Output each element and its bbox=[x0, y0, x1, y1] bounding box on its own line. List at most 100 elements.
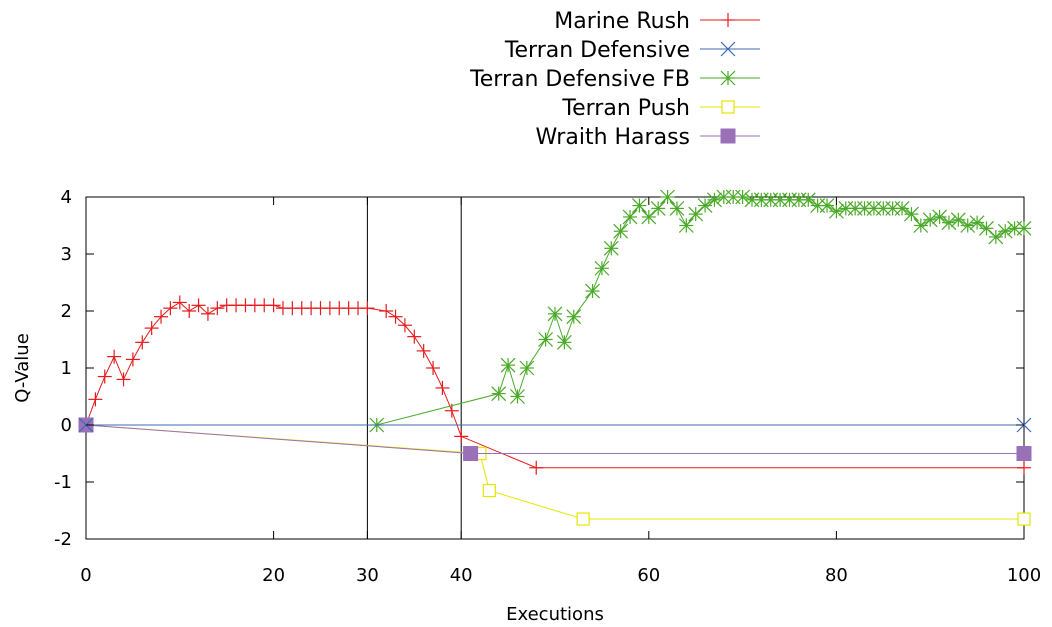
legend-marker-marine-rush bbox=[721, 13, 735, 27]
point-terran-defensive-fb bbox=[800, 192, 816, 208]
point-marine-rush bbox=[88, 392, 103, 407]
point-terran-defensive-fb bbox=[932, 209, 948, 225]
point-marine-rush bbox=[379, 304, 394, 318]
point-marine-rush bbox=[397, 318, 412, 333]
point-marine-rush bbox=[454, 429, 469, 444]
point-terran-push bbox=[482, 483, 496, 498]
point-marine-rush bbox=[360, 301, 375, 316]
point-terran-defensive-fb bbox=[585, 283, 600, 299]
series-marine-rush bbox=[79, 295, 1031, 475]
point-terran-push bbox=[1017, 512, 1031, 526]
point-terran-push bbox=[576, 512, 590, 526]
point-terran-defensive-fb bbox=[510, 389, 525, 404]
legend-label-marine-rush: Marine Rush bbox=[554, 9, 690, 34]
point-terran-defensive-fb bbox=[922, 212, 938, 228]
point-marine-rush bbox=[135, 335, 150, 350]
y-tick-label: -1 bbox=[54, 472, 72, 493]
point-terran-defensive-fb bbox=[631, 198, 647, 213]
point-marine-rush bbox=[116, 372, 131, 387]
legend-item-marine-rush: Marine Rush bbox=[554, 9, 760, 34]
point-terran-defensive-fb bbox=[913, 218, 929, 233]
legend-marker-terran-defensive-fb bbox=[720, 70, 736, 86]
point-terran-defensive-fb bbox=[697, 198, 713, 213]
x-tick-label: 40 bbox=[450, 565, 473, 586]
point-marine-rush bbox=[426, 361, 441, 375]
x-tick-label: 60 bbox=[637, 565, 660, 586]
point-marine-rush bbox=[416, 343, 431, 358]
point-terran-defensive-fb bbox=[547, 306, 563, 322]
series-wraith-harass bbox=[78, 417, 1032, 461]
point-terran-defensive-fb bbox=[538, 332, 554, 347]
x-tick-label: 80 bbox=[825, 565, 848, 586]
point-terran-defensive-fb bbox=[556, 334, 572, 350]
legend-label-terran-defensive: Terran Defensive bbox=[504, 38, 690, 63]
legend: Marine Rush Terran Defensive Terran Defens… bbox=[469, 9, 760, 150]
y-tick-label: 4 bbox=[61, 187, 72, 208]
point-terran-defensive-fb bbox=[960, 218, 976, 233]
point-marine-rush bbox=[407, 329, 422, 344]
point-marine-rush bbox=[435, 380, 450, 395]
legend-marker-terran-push bbox=[721, 100, 735, 114]
y-tick-label: 1 bbox=[61, 358, 72, 379]
point-marine-rush bbox=[1017, 460, 1031, 475]
vertical-markers bbox=[366, 197, 462, 539]
point-terran-defensive-fb bbox=[500, 357, 516, 373]
point-terran-defensive-fb bbox=[594, 260, 610, 276]
legend-marker-terran-defensive bbox=[720, 41, 736, 57]
y-tick-label: 3 bbox=[61, 244, 72, 265]
point-marine-rush bbox=[210, 301, 225, 316]
point-terran-defensive-fb bbox=[997, 223, 1013, 239]
legend-item-terran-defensive-fb: Terran Defensive FB bbox=[469, 67, 760, 92]
point-terran-defensive-fb bbox=[828, 203, 844, 219]
series-line-wraith-harass bbox=[85, 424, 1024, 454]
point-marine-rush bbox=[144, 321, 159, 336]
point-terran-defensive-fb bbox=[613, 223, 629, 239]
point-marine-rush bbox=[191, 298, 206, 313]
point-terran-defensive-fb bbox=[941, 215, 957, 231]
series-line-terran-push bbox=[85, 424, 1024, 520]
y-tick-label: -2 bbox=[54, 529, 72, 550]
point-marine-rush bbox=[125, 352, 140, 367]
x-axis-label: Executions bbox=[506, 604, 604, 625]
plot-frame bbox=[85, 196, 1025, 540]
point-marine-rush bbox=[172, 295, 187, 310]
legend-label-terran-push: Terran Push bbox=[561, 96, 690, 121]
point-marine-rush bbox=[154, 309, 169, 324]
y-axis-label: Q-Value bbox=[12, 333, 33, 403]
point-terran-defensive-fb bbox=[650, 200, 666, 216]
series-terran-defensive-fb bbox=[78, 189, 1032, 433]
y-tick-label: 0 bbox=[61, 415, 72, 436]
series-terran-defensive bbox=[78, 417, 1032, 433]
point-terran-defensive-fb bbox=[969, 215, 985, 231]
x-tick-label: 0 bbox=[80, 565, 91, 586]
point-marine-rush bbox=[182, 304, 197, 318]
series-line-marine-rush bbox=[85, 301, 1024, 469]
point-terran-defensive-fb bbox=[735, 189, 751, 205]
point-marine-rush bbox=[200, 306, 215, 321]
axes: 0 20 30 40 60 80 100 -2 -1 0 1 2 3 4 bbox=[54, 187, 1041, 586]
legend-item-terran-push: Terran Push bbox=[561, 96, 760, 121]
legend-item-terran-defensive: Terran Defensive bbox=[504, 38, 760, 63]
x-tick-label: 100 bbox=[1007, 565, 1041, 586]
point-wraith-harass bbox=[1016, 446, 1032, 461]
x-tick-label: 20 bbox=[262, 565, 285, 586]
legend-marker-wraith-harass bbox=[720, 128, 736, 144]
point-marine-rush bbox=[107, 349, 122, 364]
point-marine-rush bbox=[388, 309, 403, 324]
legend-item-wraith-harass: Wraith Harass bbox=[536, 125, 760, 150]
point-marine-rush bbox=[529, 460, 544, 475]
point-terran-defensive-fb bbox=[988, 229, 1004, 245]
point-terran-defensive-fb bbox=[819, 198, 835, 213]
point-terran-defensive-fb bbox=[894, 200, 910, 216]
point-terran-defensive-fb bbox=[491, 386, 507, 402]
point-marine-rush bbox=[97, 369, 112, 384]
point-terran-defensive-fb bbox=[566, 309, 582, 325]
point-terran-defensive-fb bbox=[669, 200, 685, 216]
point-terran-defensive-fb bbox=[678, 218, 694, 233]
point-marine-rush bbox=[266, 298, 281, 313]
legend-label-terran-defensive-fb: Terran Defensive FB bbox=[469, 67, 690, 92]
series-layer bbox=[78, 189, 1032, 526]
point-terran-defensive-fb bbox=[950, 212, 966, 228]
point-terran-defensive-fb bbox=[603, 240, 619, 256]
